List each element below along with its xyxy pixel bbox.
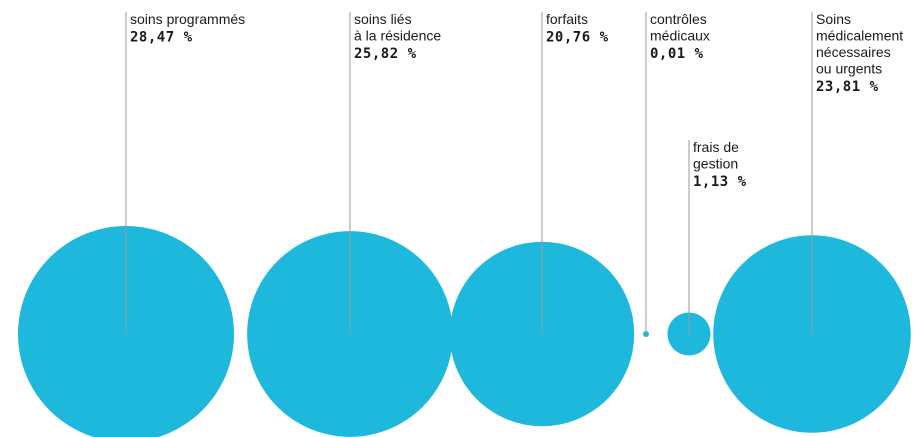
bubble-label: soins liés (354, 11, 412, 27)
bubble-value: 0,01 % (650, 46, 704, 62)
bubble-label: médicalement (816, 28, 903, 44)
bubble-label: frais de (693, 139, 739, 155)
bubble-group: forfaits 20,76 % (449, 11, 635, 427)
bubble-label: à la résidence (354, 28, 441, 44)
bubble-value: 23,81 % (816, 79, 879, 95)
bubble-label: contrôles (650, 11, 707, 27)
bubble-value: 20,76 % (546, 30, 609, 46)
bubble-value: 28,47 % (130, 30, 193, 46)
bubble-label: Soins (816, 11, 851, 27)
bubble-label: ou urgents (816, 61, 882, 77)
bubble-label: médicaux (650, 28, 710, 44)
bubble-value: 25,82 % (354, 46, 417, 62)
bubble-label: gestion (693, 156, 738, 172)
bubble-label: forfaits (546, 11, 588, 27)
bubble-label: soins programmés (130, 11, 245, 27)
bubble-group: soins programmés 28,47 % (18, 11, 245, 437)
bubble-value: 1,13 % (693, 174, 747, 190)
bubble-label: nécessaires (816, 44, 891, 60)
